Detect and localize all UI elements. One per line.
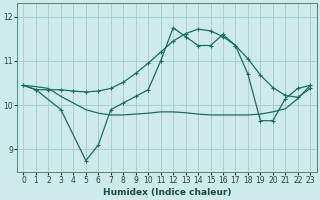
X-axis label: Humidex (Indice chaleur): Humidex (Indice chaleur) <box>103 188 231 197</box>
